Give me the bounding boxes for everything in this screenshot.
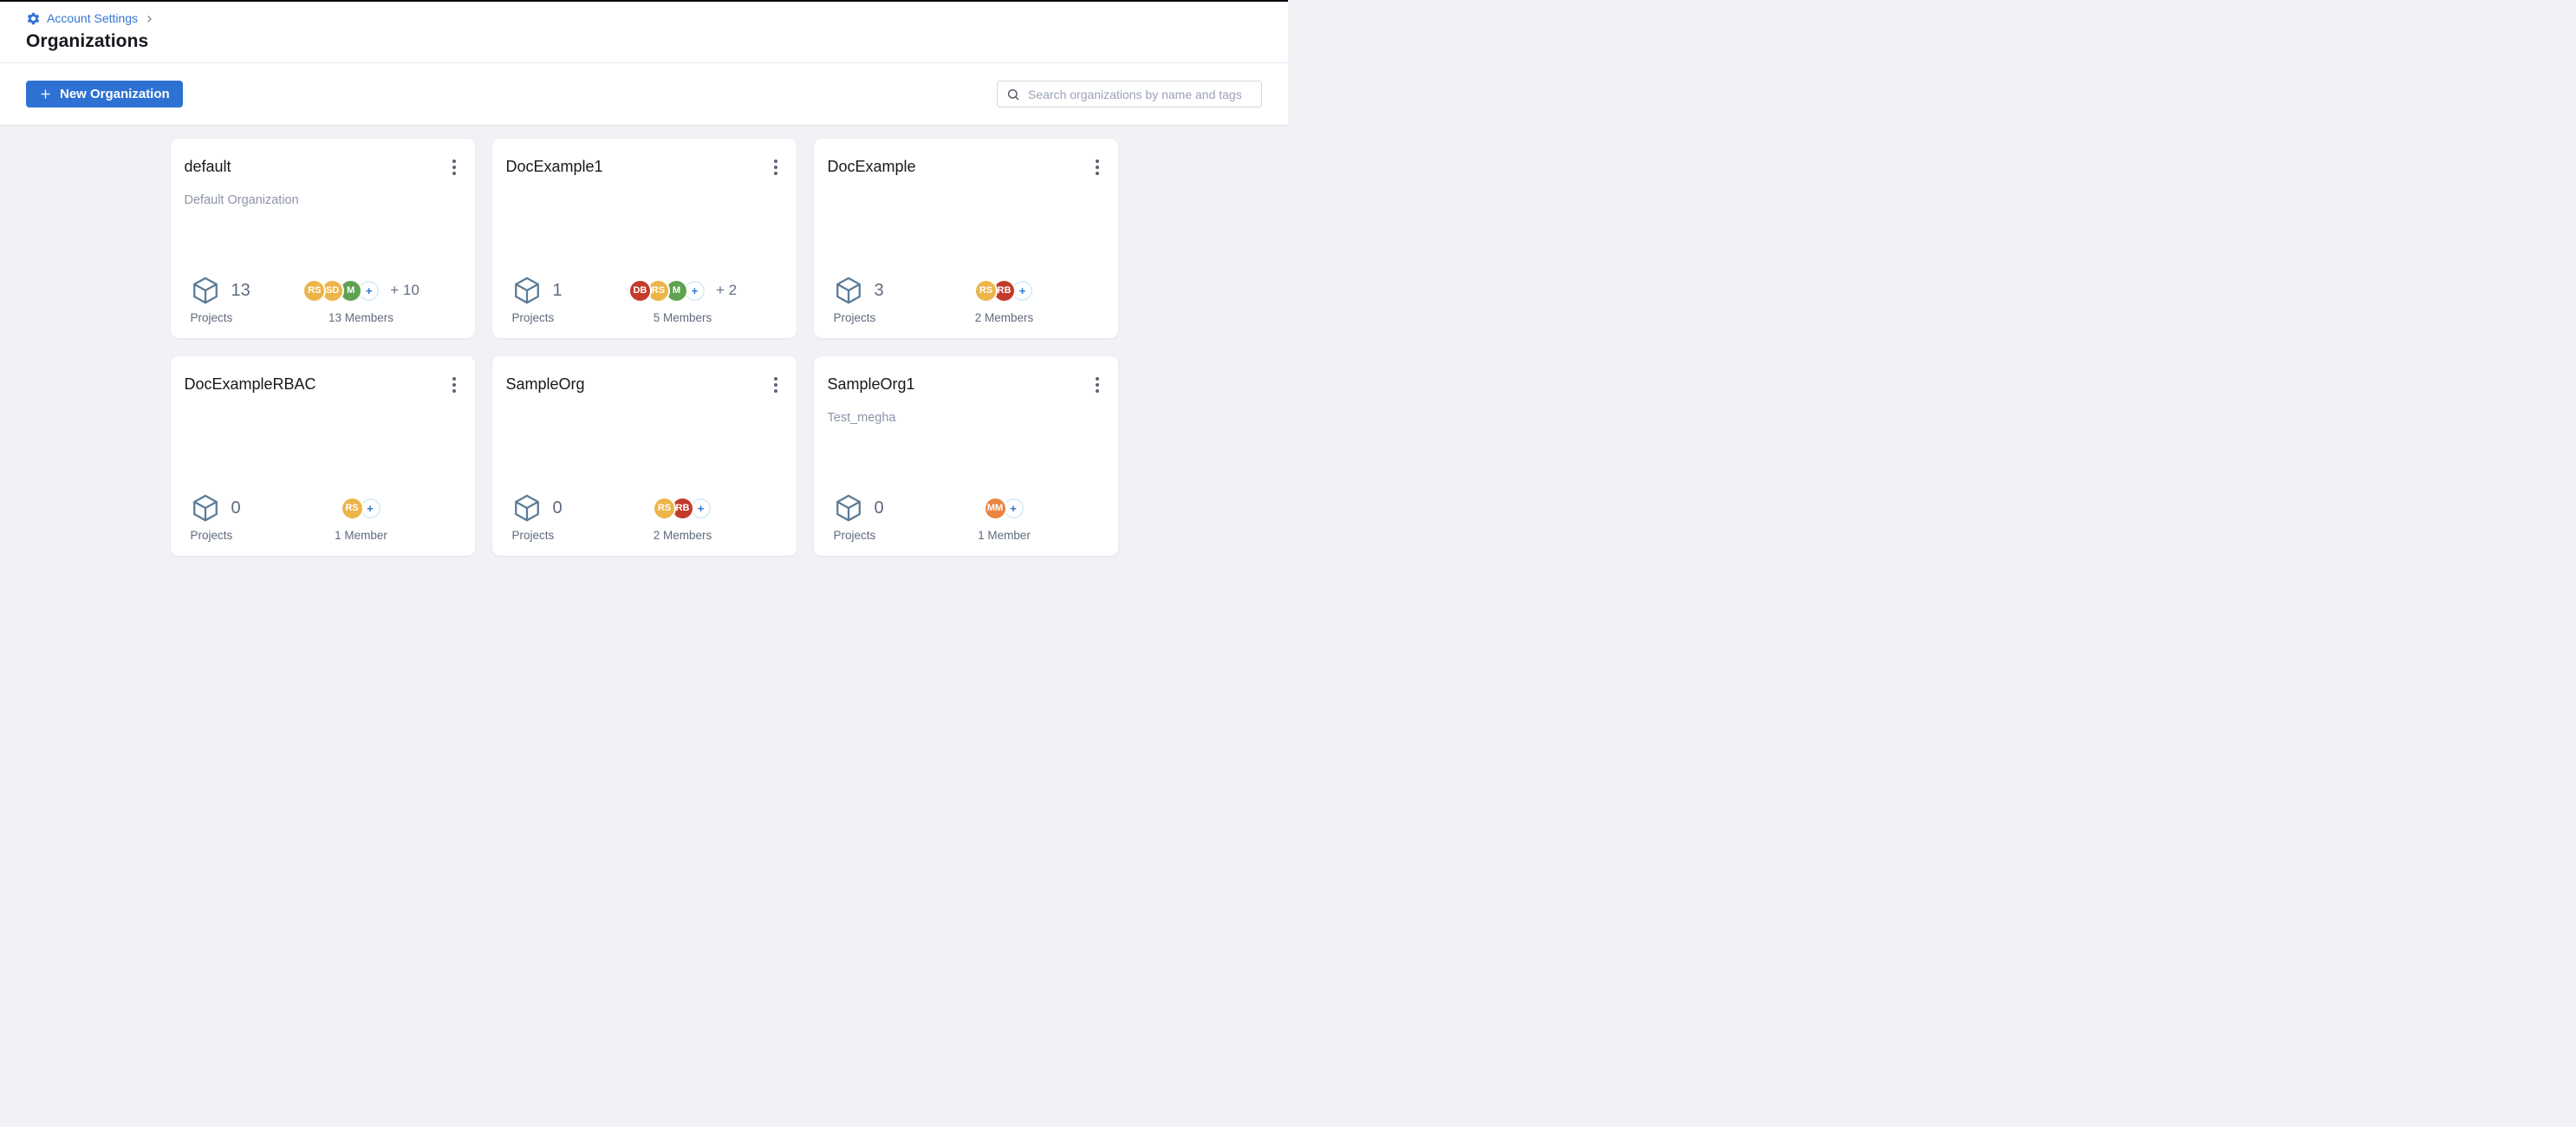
cube-icon xyxy=(191,493,220,523)
cube-icon xyxy=(191,276,220,305)
search-box xyxy=(997,81,1262,107)
avatar-stack: RS RB + xyxy=(653,492,712,524)
org-stats: 13 Projects RS SD M + + 10 13 Members xyxy=(185,274,461,324)
extra-members-count: + 10 xyxy=(390,282,420,298)
project-count: 0 xyxy=(874,498,884,518)
org-name: default xyxy=(184,158,231,175)
org-description xyxy=(506,193,783,209)
new-organization-button[interactable]: New Organization xyxy=(26,81,183,107)
members-label: 2 Members xyxy=(653,529,712,542)
cube-icon xyxy=(512,493,542,523)
org-stats: 0 Projects RS RB + 2 Members xyxy=(506,492,783,542)
org-card[interactable]: DocExampleRBAC 0 Projects xyxy=(170,356,475,556)
members-label: 5 Members xyxy=(653,311,712,324)
search-icon xyxy=(1006,88,1020,101)
projects-stat: 1 Projects xyxy=(512,274,583,324)
org-name: DocExample1 xyxy=(505,158,603,175)
window-top-edge xyxy=(0,0,1288,2)
projects-label: Projects xyxy=(833,311,876,324)
breadcrumb-link-account-settings[interactable]: Account Settings xyxy=(47,11,139,25)
member-avatar: RS xyxy=(974,278,998,303)
org-description xyxy=(185,411,461,427)
toolbar: New Organization xyxy=(0,63,1288,126)
kebab-menu-icon[interactable] xyxy=(769,374,783,396)
cube-icon xyxy=(834,276,863,305)
org-name: SampleOrg1 xyxy=(827,375,915,393)
kebab-menu-icon[interactable] xyxy=(1090,374,1104,396)
org-stats: 0 Projects MM + 1 Member xyxy=(828,492,1104,542)
org-card[interactable]: SampleOrg1 Test_megha 0 Pro xyxy=(813,356,1118,556)
projects-label: Projects xyxy=(833,529,876,542)
avatar-stack: RS SD M + + 10 xyxy=(302,274,420,307)
members-stat: RS RB + 2 Members xyxy=(583,492,783,542)
org-stats: 0 Projects RS + 1 Member xyxy=(185,492,461,542)
members-stat: RS + 1 Member xyxy=(262,492,461,542)
member-avatar: RS xyxy=(653,496,676,520)
org-grid: default Default Organization 13 xyxy=(170,139,1118,556)
projects-label: Projects xyxy=(190,311,233,324)
projects-stat: 3 Projects xyxy=(834,274,905,324)
plus-icon xyxy=(39,88,52,101)
new-organization-label: New Organization xyxy=(60,87,170,101)
members-label: 13 Members xyxy=(328,311,394,324)
chevron-right-icon xyxy=(144,14,154,24)
extra-members-count: + 2 xyxy=(715,282,738,298)
org-card[interactable]: default Default Organization 13 xyxy=(170,139,475,338)
kebab-menu-icon[interactable] xyxy=(1090,156,1104,179)
org-description: Test_megha xyxy=(827,411,896,425)
org-name: DocExample xyxy=(827,158,916,175)
avatar-stack: MM + xyxy=(983,492,1025,524)
kebab-menu-icon[interactable] xyxy=(447,156,461,179)
gear-icon xyxy=(26,11,41,26)
member-avatar: RB xyxy=(671,496,694,520)
members-stat: MM + 1 Member xyxy=(905,492,1104,542)
members-label: 1 Member xyxy=(335,529,387,542)
project-count: 3 xyxy=(874,280,884,300)
org-card[interactable]: DocExample1 1 Projects xyxy=(491,139,797,338)
avatar-stack: DB RS M + + 2 xyxy=(628,274,737,307)
members-stat: RS RB + 2 Members xyxy=(905,274,1104,324)
members-label: 2 Members xyxy=(974,311,1034,324)
projects-stat: 13 Projects xyxy=(191,274,262,324)
org-name: DocExampleRBAC xyxy=(184,375,316,393)
member-avatar: M xyxy=(339,278,363,303)
cube-icon xyxy=(512,276,542,305)
org-stats: 3 Projects RS RB + 2 Members xyxy=(828,274,1104,324)
org-description xyxy=(828,193,1104,209)
avatar-stack: RS RB + xyxy=(974,274,1034,307)
kebab-menu-icon[interactable] xyxy=(769,156,783,179)
search-input[interactable] xyxy=(1028,87,1252,101)
content-area: default Default Organization 13 xyxy=(0,126,1288,556)
projects-stat: 0 Projects xyxy=(512,492,583,542)
org-card[interactable]: DocExample 3 Projects xyxy=(813,139,1118,338)
org-name: SampleOrg xyxy=(505,375,585,393)
projects-stat: 0 Projects xyxy=(191,492,262,542)
project-count: 0 xyxy=(231,498,241,518)
page-header: Account Settings Organizations xyxy=(0,2,1288,63)
members-stat: DB RS M + + 2 5 Members xyxy=(583,274,783,324)
members-stat: RS SD M + + 10 13 Members xyxy=(262,274,461,324)
org-card[interactable]: SampleOrg 0 Projects xyxy=(491,356,797,556)
kebab-menu-icon[interactable] xyxy=(447,374,461,396)
org-description xyxy=(506,411,783,427)
members-label: 1 Member xyxy=(978,529,1031,542)
projects-label: Projects xyxy=(511,311,555,324)
member-avatar: MM xyxy=(983,496,1007,520)
member-avatar: RS xyxy=(646,278,670,303)
org-description: Default Organization xyxy=(184,193,299,207)
projects-label: Projects xyxy=(190,529,233,542)
org-stats: 1 Projects DB RS M + + 2 5 Members xyxy=(506,274,783,324)
member-avatar: RS xyxy=(302,278,327,303)
project-count: 13 xyxy=(231,280,250,300)
member-avatar: DB xyxy=(628,278,652,303)
member-avatar: RS xyxy=(340,496,364,520)
projects-label: Projects xyxy=(511,529,555,542)
project-count: 1 xyxy=(552,280,563,300)
project-count: 0 xyxy=(552,498,563,518)
avatar-stack: RS + xyxy=(340,492,382,524)
cube-icon xyxy=(834,493,863,523)
breadcrumb: Account Settings xyxy=(26,10,1262,27)
page-title: Organizations xyxy=(26,31,149,51)
projects-stat: 0 Projects xyxy=(834,492,905,542)
